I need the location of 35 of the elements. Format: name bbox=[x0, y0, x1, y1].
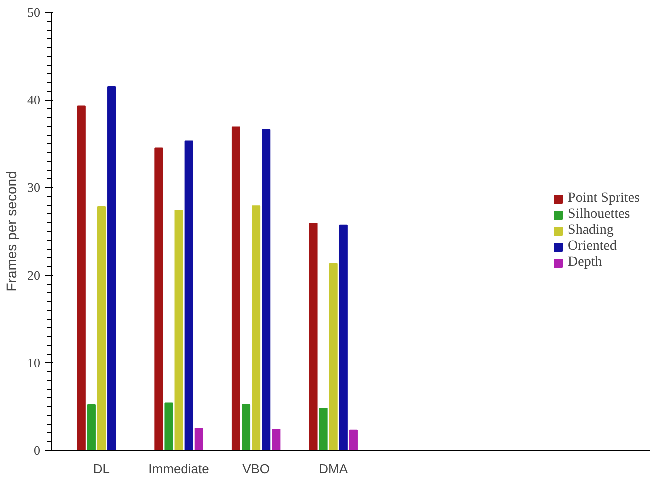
y-tick-label: 10 bbox=[28, 355, 40, 370]
legend-label: Point Sprites bbox=[568, 191, 640, 207]
y-tick-label: 20 bbox=[28, 268, 40, 283]
bar bbox=[87, 404, 96, 450]
legend-label: Shading bbox=[568, 223, 614, 239]
bar bbox=[108, 86, 116, 450]
bar bbox=[154, 148, 164, 450]
legend-label: Depth bbox=[568, 255, 602, 271]
y-tick-label: 50 bbox=[28, 5, 40, 20]
bar bbox=[339, 224, 348, 450]
y-tick-label: 0 bbox=[34, 443, 40, 458]
bar bbox=[349, 430, 358, 450]
bar bbox=[262, 129, 271, 450]
legend-label: Silhouettes bbox=[568, 207, 630, 223]
bar bbox=[242, 404, 251, 450]
bar bbox=[194, 428, 204, 450]
x-tick-label: VBO bbox=[242, 462, 270, 476]
bar bbox=[319, 408, 328, 450]
bar bbox=[309, 223, 318, 450]
bar bbox=[174, 210, 184, 450]
legend-label: Oriented bbox=[568, 239, 618, 255]
bar bbox=[184, 140, 194, 450]
bar bbox=[329, 263, 338, 450]
y-tick-label: 30 bbox=[28, 180, 40, 196]
x-tick-label: DMA bbox=[319, 462, 348, 476]
x-tick-label: DL bbox=[93, 462, 110, 476]
y-tick-label: 40 bbox=[28, 92, 40, 108]
bar bbox=[252, 206, 261, 450]
y-axis-title: Frames per second bbox=[4, 171, 20, 292]
bar bbox=[232, 126, 240, 450]
bar bbox=[272, 428, 281, 450]
bar bbox=[97, 206, 106, 450]
bar bbox=[164, 402, 174, 450]
bar bbox=[77, 106, 86, 450]
x-tick-label: Immediate bbox=[148, 462, 210, 476]
